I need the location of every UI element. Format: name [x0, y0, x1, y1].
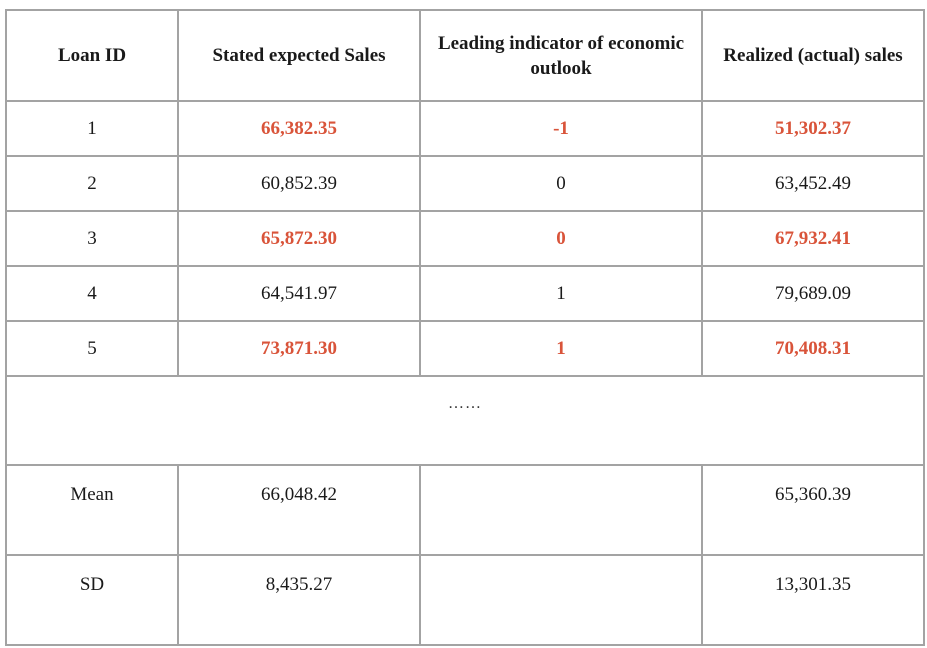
table-row: 1 66,382.35 -1 51,302.37 [5, 100, 925, 157]
expected-sales-cell: 64,541.97 [177, 265, 421, 322]
indicator-cell [419, 554, 703, 646]
header-row: Loan ID Stated expected Sales Leading in… [5, 9, 925, 102]
header-realized-sales: Realized (actual) sales [701, 9, 925, 102]
realized-sales-cell: 51,302.37 [701, 100, 925, 157]
realized-sales-cell: 13,301.35 [701, 554, 925, 646]
loan-id-cell: 2 [5, 155, 179, 212]
realized-sales-cell: 70,408.31 [701, 320, 925, 377]
expected-sales-cell: 60,852.39 [177, 155, 421, 212]
realized-sales-cell: 63,452.49 [701, 155, 925, 212]
summary-label-cell: SD [5, 554, 179, 646]
indicator-cell: -1 [419, 100, 703, 157]
summary-label-cell: Mean [5, 464, 179, 556]
header-loan-id: Loan ID [5, 9, 179, 102]
realized-sales-cell: 65,360.39 [701, 464, 925, 556]
realized-sales-cell: 67,932.41 [701, 210, 925, 267]
table-row: 5 73,871.30 1 70,408.31 [5, 320, 925, 377]
loan-id-cell: 4 [5, 265, 179, 322]
expected-sales-cell: 8,435.27 [177, 554, 421, 646]
loan-id-cell: 5 [5, 320, 179, 377]
loan-id-cell: 3 [5, 210, 179, 267]
mean-row: Mean 66,048.42 65,360.39 [5, 464, 925, 556]
indicator-cell [419, 464, 703, 556]
loan-id-cell: 1 [5, 100, 179, 157]
table-row: 2 60,852.39 0 63,452.49 [5, 155, 925, 212]
expected-sales-cell: 73,871.30 [177, 320, 421, 377]
table-row: 4 64,541.97 1 79,689.09 [5, 265, 925, 322]
ellipsis-row: …… [5, 375, 925, 466]
indicator-cell: 0 [419, 155, 703, 212]
expected-sales-cell: 66,048.42 [177, 464, 421, 556]
indicator-cell: 1 [419, 265, 703, 322]
loan-sales-table: Loan ID Stated expected Sales Leading in… [5, 9, 925, 646]
expected-sales-cell: 66,382.35 [177, 100, 421, 157]
realized-sales-cell: 79,689.09 [701, 265, 925, 322]
header-stated-expected-sales: Stated expected Sales [177, 9, 421, 102]
expected-sales-cell: 65,872.30 [177, 210, 421, 267]
indicator-cell: 0 [419, 210, 703, 267]
header-leading-indicator: Leading indicator of economic outlook [419, 9, 703, 102]
table-row: 3 65,872.30 0 67,932.41 [5, 210, 925, 267]
indicator-cell: 1 [419, 320, 703, 377]
sd-row: SD 8,435.27 13,301.35 [5, 554, 925, 646]
ellipsis-cell: …… [5, 375, 925, 466]
